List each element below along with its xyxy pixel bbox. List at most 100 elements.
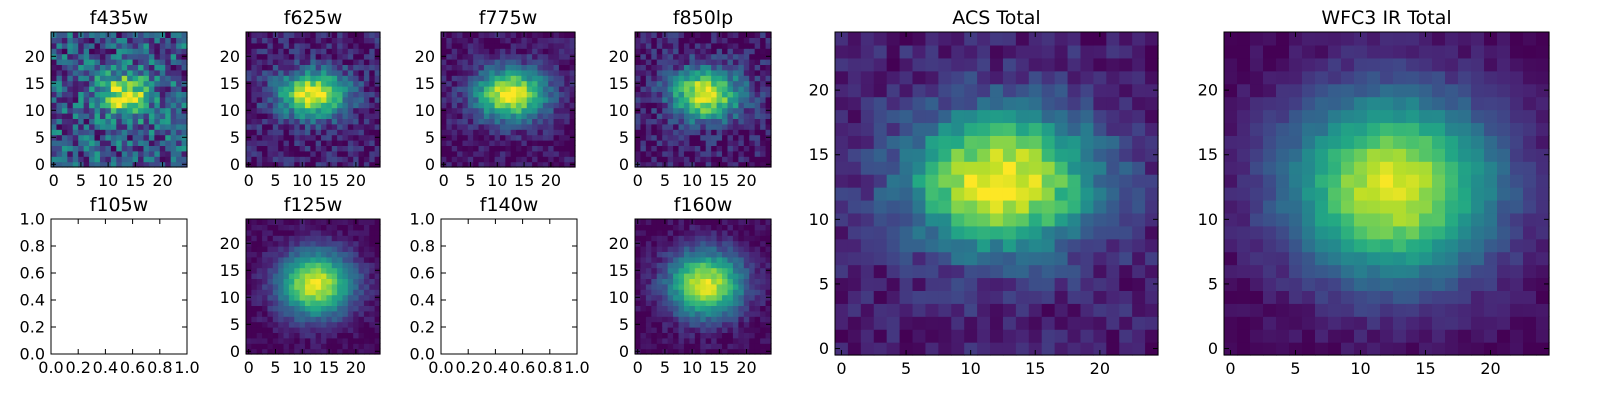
heatmap-cell xyxy=(132,123,139,130)
heatmap-cell xyxy=(148,113,155,119)
heatmap-cell xyxy=(337,59,344,65)
heatmap-cell xyxy=(678,53,685,60)
heatmap-cell xyxy=(61,140,68,146)
heatmap-cell xyxy=(510,107,517,114)
heatmap-cell xyxy=(683,118,690,125)
heatmap-cell xyxy=(165,145,172,152)
heatmap-cell xyxy=(732,161,739,168)
heatmap-cell xyxy=(899,225,914,240)
heatmap-cell xyxy=(99,150,106,157)
heatmap-cell xyxy=(283,327,290,333)
heatmap-cell xyxy=(1471,212,1485,227)
heatmap-cell xyxy=(990,174,1004,188)
heatmap-cell xyxy=(170,102,177,109)
heatmap-cell xyxy=(246,129,252,136)
heatmap-cell xyxy=(700,224,707,231)
heatmap-cell xyxy=(635,278,642,285)
heatmap-cell xyxy=(278,107,285,114)
heatmap-cell xyxy=(251,59,258,65)
heatmap-cell xyxy=(143,86,150,92)
heatmap-cell xyxy=(640,59,647,65)
heatmap-cell xyxy=(331,64,338,71)
heatmap-cell xyxy=(558,145,565,152)
heatmap-cell xyxy=(1224,316,1238,330)
heatmap-cell xyxy=(727,69,734,76)
heatmap-cell xyxy=(369,267,376,274)
heatmap-cell xyxy=(558,75,565,82)
heatmap-cell xyxy=(315,310,322,317)
heatmap-cell xyxy=(1015,83,1030,98)
heatmap-cell xyxy=(558,86,565,92)
heatmap-cell xyxy=(467,102,474,109)
heatmap-cell xyxy=(353,305,360,312)
heatmap-cell xyxy=(516,96,522,103)
heatmap-cell xyxy=(294,327,301,333)
heatmap-cell xyxy=(326,150,333,157)
heatmap-cell xyxy=(510,32,517,38)
x-tick-label: 0.6 xyxy=(510,358,535,377)
heatmap-cell xyxy=(645,337,652,344)
heatmap-cell xyxy=(347,64,354,71)
heatmap-cell xyxy=(548,123,555,130)
heatmap-cell xyxy=(121,129,128,136)
heatmap-cell xyxy=(635,64,642,71)
heatmap-cell xyxy=(483,64,490,71)
heatmap-cell xyxy=(56,86,63,92)
heatmap-cell xyxy=(521,48,528,55)
heatmap-cell xyxy=(860,329,875,343)
heatmap-cell xyxy=(374,69,381,76)
heatmap-cell xyxy=(369,123,376,130)
heatmap-cell xyxy=(1484,225,1498,240)
heatmap-cell xyxy=(331,134,338,141)
heatmap-cell xyxy=(283,246,290,252)
heatmap-cell xyxy=(347,219,354,225)
heatmap-cell xyxy=(363,246,370,252)
heatmap-cell xyxy=(977,174,991,188)
heatmap-cell xyxy=(678,267,685,274)
heatmap-cell xyxy=(441,42,447,49)
heatmap-cell xyxy=(667,156,674,163)
heatmap-cell xyxy=(1106,225,1120,240)
heatmap-cell xyxy=(105,37,112,44)
heatmap-cell xyxy=(754,140,761,146)
heatmap-cell xyxy=(132,156,139,163)
heatmap-cell xyxy=(1015,122,1030,136)
heatmap-cell xyxy=(138,75,145,82)
heatmap-cell xyxy=(272,48,279,55)
heatmap-cell xyxy=(1119,290,1133,304)
heatmap-cell xyxy=(716,134,723,141)
heatmap-cell xyxy=(516,75,522,82)
heatmap-cell xyxy=(89,32,96,38)
heatmap-cell xyxy=(353,150,360,157)
heatmap-cell xyxy=(1289,199,1303,214)
heatmap-cell xyxy=(754,316,761,323)
heatmap-cell xyxy=(310,321,317,328)
heatmap-cell xyxy=(1028,290,1043,304)
heatmap-cell xyxy=(347,102,354,109)
heatmap-cell xyxy=(374,273,381,279)
heatmap-cell xyxy=(516,150,522,157)
heatmap-cell xyxy=(662,107,669,114)
heatmap-cell xyxy=(951,277,965,291)
heatmap-cell xyxy=(526,150,533,157)
heatmap-cell xyxy=(860,135,875,149)
heatmap-cell xyxy=(754,305,761,312)
heatmap-cell xyxy=(743,91,750,98)
axes-frame xyxy=(50,218,188,355)
heatmap-cell xyxy=(505,129,512,136)
heatmap-cell xyxy=(165,156,172,163)
heatmap-cell xyxy=(299,235,306,242)
heatmap-cell xyxy=(925,264,939,279)
heatmap-cell xyxy=(99,145,106,152)
heatmap-cell xyxy=(673,64,680,71)
heatmap-cell xyxy=(700,156,707,163)
heatmap-cell xyxy=(326,37,333,44)
heatmap-cell xyxy=(467,59,474,65)
heatmap-cell xyxy=(1132,122,1146,136)
heatmap-cell xyxy=(299,321,306,328)
heatmap-cell xyxy=(154,96,161,103)
heatmap-cell xyxy=(304,48,311,55)
heatmap-cell xyxy=(700,37,707,44)
heatmap-cell xyxy=(326,332,333,339)
heatmap-cell xyxy=(640,123,647,130)
